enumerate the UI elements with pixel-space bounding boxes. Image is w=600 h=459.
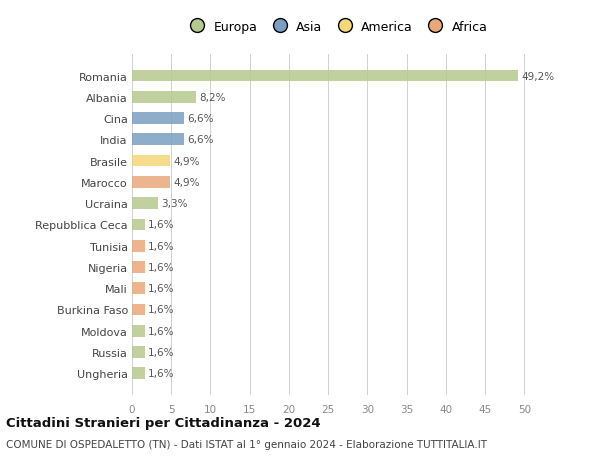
Bar xyxy=(132,304,145,316)
Text: 4,9%: 4,9% xyxy=(173,178,200,187)
Bar xyxy=(132,241,145,252)
Text: 3,3%: 3,3% xyxy=(161,199,188,209)
Bar xyxy=(132,219,145,231)
Bar xyxy=(132,113,184,125)
Bar xyxy=(132,71,518,82)
Text: 1,6%: 1,6% xyxy=(148,369,174,379)
Bar xyxy=(132,134,184,146)
Text: 4,9%: 4,9% xyxy=(173,156,200,166)
Bar xyxy=(132,156,170,167)
Text: 1,6%: 1,6% xyxy=(148,220,174,230)
Text: 1,6%: 1,6% xyxy=(148,241,174,251)
Text: 1,6%: 1,6% xyxy=(148,347,174,357)
Bar xyxy=(132,262,145,273)
Text: 6,6%: 6,6% xyxy=(187,114,214,124)
Text: 1,6%: 1,6% xyxy=(148,263,174,272)
Text: 1,6%: 1,6% xyxy=(148,326,174,336)
Bar xyxy=(132,198,158,209)
Text: 1,6%: 1,6% xyxy=(148,305,174,315)
Legend: Europa, Asia, America, Africa: Europa, Asia, America, Africa xyxy=(185,21,487,34)
Bar xyxy=(132,325,145,337)
Bar xyxy=(132,347,145,358)
Bar xyxy=(132,92,196,103)
Text: 8,2%: 8,2% xyxy=(199,93,226,102)
Bar xyxy=(132,283,145,294)
Bar xyxy=(132,177,170,188)
Text: 49,2%: 49,2% xyxy=(521,71,554,81)
Text: 6,6%: 6,6% xyxy=(187,135,214,145)
Text: 1,6%: 1,6% xyxy=(148,284,174,294)
Bar xyxy=(132,368,145,379)
Text: COMUNE DI OSPEDALETTO (TN) - Dati ISTAT al 1° gennaio 2024 - Elaborazione TUTTIT: COMUNE DI OSPEDALETTO (TN) - Dati ISTAT … xyxy=(6,440,487,449)
Text: Cittadini Stranieri per Cittadinanza - 2024: Cittadini Stranieri per Cittadinanza - 2… xyxy=(6,416,320,429)
